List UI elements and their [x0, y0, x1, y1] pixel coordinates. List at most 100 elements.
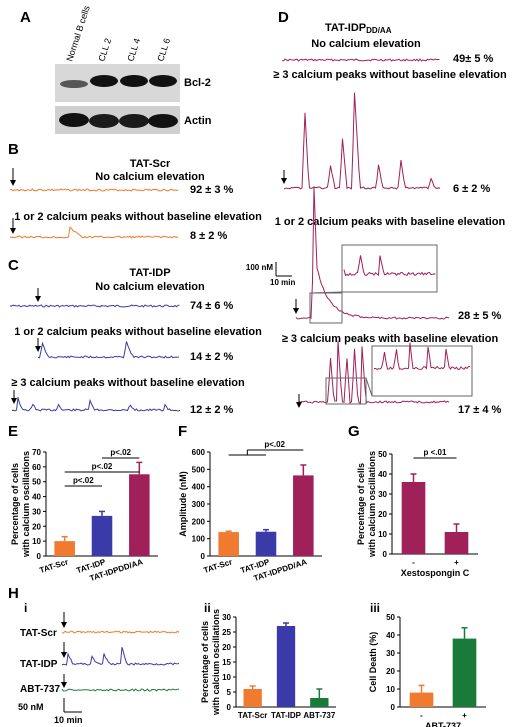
bar--	[401, 482, 426, 554]
trace-c1	[9, 304, 180, 308]
panel-c-trace2-label: 1 or 2 calcium peaks without baseline el…	[14, 326, 262, 338]
zoom-connector-d4	[365, 377, 373, 397]
x-tick-label: +	[462, 711, 467, 720]
panel-c-trace2-pct: 14 ± 2 %	[190, 351, 234, 363]
stim-arrow-d3	[293, 299, 299, 314]
y-tick-label: 100	[192, 535, 206, 544]
y-tick-label: 5	[227, 688, 232, 697]
y-tick-label: 500	[192, 465, 206, 474]
stim-arrow-c2	[35, 338, 41, 352]
bar-TAT-IDPDD/AA	[293, 475, 314, 556]
trace-b1	[9, 188, 179, 192]
trace-h-scr	[61, 630, 180, 634]
trace-d3	[295, 186, 450, 320]
panel-d-trace3-pct: 28 ± 5 %	[458, 310, 502, 322]
y-tick-label: 10	[378, 530, 387, 539]
y-tick-label: 60	[32, 463, 41, 472]
panel-d-trace1-label: No calcium elevation	[311, 38, 421, 50]
y-tick-label: 50	[386, 613, 395, 622]
y-tick-label: 10	[32, 537, 41, 546]
panel-letter-b: B	[8, 141, 19, 158]
panel-d-trace1-pct: 49± 5 %	[453, 53, 494, 65]
stim-arrow-c3	[11, 390, 17, 404]
x-tick-label: TAT-IDP	[271, 711, 302, 720]
bar-TAT-IDPDD/AA	[129, 474, 150, 556]
panel-d-trace4-label: ≥ 3 calcium peaks with baseline elevatio…	[282, 333, 499, 345]
panel-letter-h: H	[8, 585, 19, 602]
scale-bar-d: 100 nM 10 min	[246, 262, 295, 287]
bar-+	[452, 638, 477, 707]
panel-b-trace1-label: No calcium elevation	[95, 171, 205, 183]
lane-label-4: CLL 6	[155, 37, 172, 63]
y-tick-label: 20	[222, 643, 231, 652]
panel-c-trace3-label: ≥ 3 calcium peaks without baseline eleva…	[11, 377, 245, 389]
h-trace-label-scr: TAT-Scr	[20, 628, 57, 639]
y-tick-label: 30	[32, 507, 41, 516]
scale-bar-d-x: 10 min	[270, 278, 295, 287]
panel-letter-g: G	[348, 423, 360, 440]
y-axis-label: Percentage of cellswith calcium oscillat…	[356, 451, 377, 558]
panel-letter-d: D	[278, 9, 289, 26]
trace-d3-inset	[343, 255, 436, 277]
y-axis-label: Cell Death (%)	[368, 632, 378, 693]
bar--	[409, 692, 434, 707]
panel-letter-a: A	[20, 9, 31, 26]
stim-arrow-h3	[61, 674, 67, 688]
h-trace-label-idp: TAT-IDP	[20, 659, 58, 670]
x-axis-label: ABT-737	[425, 721, 461, 727]
scale-bar-h: 50 nM 10 min	[18, 698, 83, 725]
panel-b-trace2-pct: 8 ± 2 %	[190, 230, 227, 242]
y-tick-label: 40	[32, 493, 41, 502]
y-tick-label: 20	[32, 522, 41, 531]
trace-d4	[298, 340, 450, 404]
panel-d-trace3-label: 1 or 2 calcium peaks with baseline eleva…	[275, 216, 506, 228]
y-tick-label: 10	[222, 673, 231, 682]
bar-TAT-Scr	[54, 541, 75, 556]
h-trace-label-abt: ABT-737	[20, 684, 60, 695]
bar-TAT-Scr	[243, 689, 262, 707]
trace-d2	[283, 92, 441, 190]
panel-c-trace1-label: No calcium elevation	[95, 281, 205, 293]
trace-c2	[37, 341, 180, 359]
y-axis-label: Percentage of cellswith calcium oscillat…	[200, 609, 221, 716]
stim-arrow-d4	[296, 394, 302, 408]
bar-+	[444, 532, 469, 554]
trace-c3	[11, 397, 181, 412]
panel-b-heading: TAT-Scr	[130, 158, 171, 170]
sig-label: p<.02	[110, 448, 131, 457]
y-tick-label: 20	[386, 667, 395, 676]
y-tick-label: 10	[386, 685, 395, 694]
trace-d4-inset	[373, 342, 470, 371]
lane-label-2: CLL 2	[96, 37, 113, 63]
bar-TAT-IDP	[276, 626, 296, 707]
panel-letter-e: E	[8, 423, 18, 440]
y-tick-label: 0	[391, 703, 396, 712]
y-tick-label: 15	[222, 658, 231, 667]
sig-label: p<.02	[73, 476, 94, 485]
stim-arrow-c1	[35, 288, 41, 302]
x-axis-label: Xestospongin C	[401, 568, 470, 578]
panel-c-trace3-pct: 12 ± 2 %	[190, 404, 234, 416]
bar-TAT-IDP	[255, 531, 277, 556]
scale-bar-h-y: 50 nM	[18, 702, 44, 712]
panel-d-trace2-pct: 6 ± 2 %	[453, 183, 490, 195]
y-tick-label: 40	[386, 631, 395, 640]
trace-h-abt	[61, 688, 180, 692]
bar-TAT-Scr	[218, 532, 239, 556]
stim-arrow-b1	[10, 168, 16, 186]
panel-d-trace4-pct: 17 ± 4 %	[458, 404, 502, 416]
stim-arrow-b2	[10, 218, 16, 234]
zoom-region-d4	[325, 377, 367, 405]
x-tick-label: -	[420, 711, 423, 720]
y-tick-label: 600	[192, 448, 206, 457]
blot-lane-labels: Normal B cells CLL 2 CLL 4 CLL 6	[64, 4, 172, 63]
bar-ABT-737	[310, 698, 329, 707]
blot-bcl2-bands	[60, 75, 177, 88]
y-tick-label: 70	[32, 448, 41, 457]
panel-b-trace2-label: 1 or 2 calcium peaks without baseline el…	[14, 211, 262, 223]
y-tick-label: 300	[192, 500, 206, 509]
x-tick-label: TAT-Scr	[202, 557, 233, 575]
y-tick-label: 0	[227, 703, 232, 712]
panel-h-sub-iii: iii	[370, 601, 380, 615]
